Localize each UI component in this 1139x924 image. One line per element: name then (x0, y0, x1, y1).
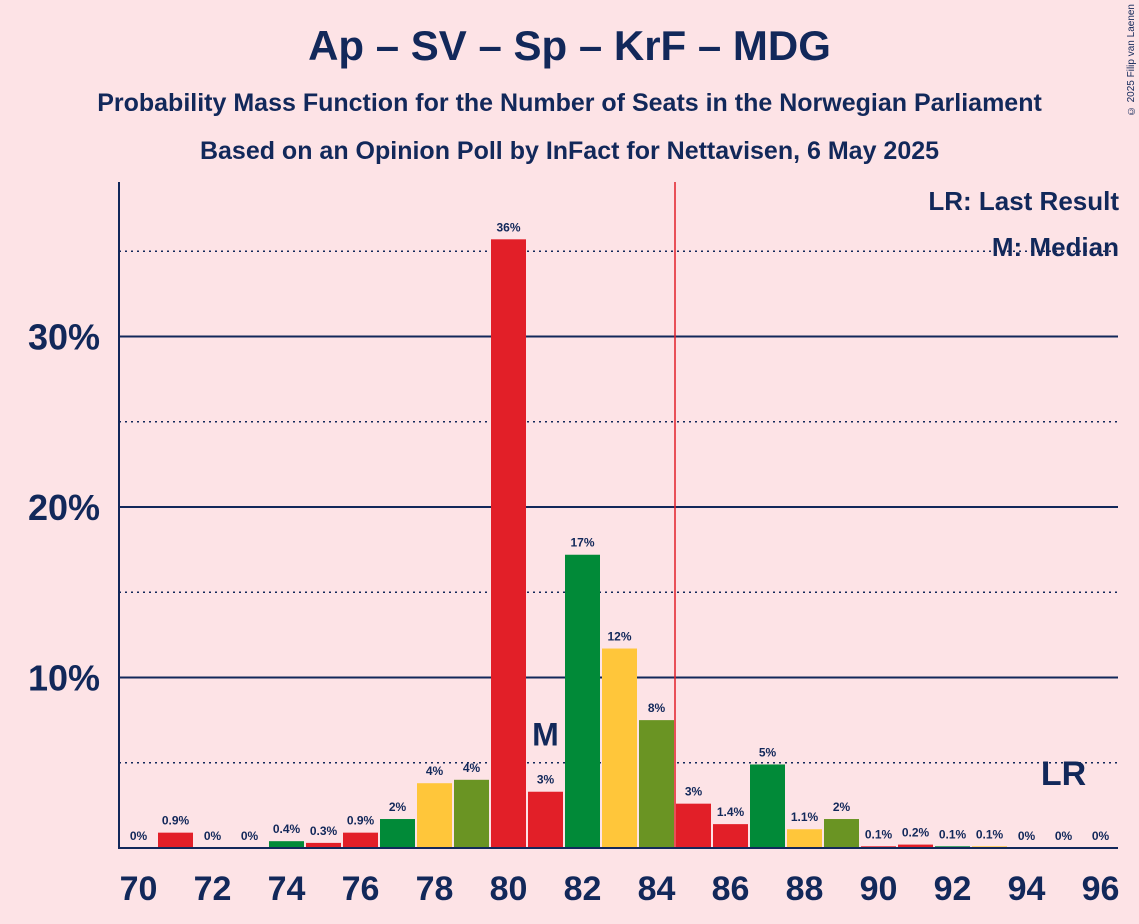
median-marker: M (532, 717, 559, 753)
legend-median: M: Median (991, 232, 1119, 262)
bar (639, 720, 674, 848)
bar (380, 819, 415, 848)
data-label: 17% (570, 536, 594, 550)
bar (750, 764, 785, 848)
data-label: 0.1% (865, 827, 893, 841)
x-tick-label: 70 (120, 870, 158, 908)
x-tick-label: 84 (638, 870, 676, 908)
bar (417, 783, 452, 848)
bar (454, 779, 489, 848)
bar (824, 819, 859, 848)
data-label: 0% (1018, 829, 1036, 843)
data-label: 0.1% (939, 827, 967, 841)
bar (343, 832, 378, 848)
data-label: 0% (241, 829, 259, 843)
x-tick-label: 78 (416, 870, 454, 908)
last-result-marker: LR (1041, 755, 1086, 793)
bar (676, 803, 711, 848)
data-label: 0% (1055, 829, 1073, 843)
data-label: 12% (607, 630, 631, 644)
data-label: 4% (463, 761, 481, 775)
x-tick-label: 96 (1082, 870, 1120, 908)
y-tick-label: 30% (28, 317, 100, 358)
data-label: 8% (648, 701, 666, 715)
bar (565, 554, 600, 848)
chart-title: Ap – SV – Sp – KrF – MDG (308, 22, 831, 69)
data-label: 2% (833, 800, 851, 814)
legend-last-result: LR: Last Result (928, 186, 1119, 216)
x-tick-label: 80 (490, 870, 528, 908)
data-label: 2% (389, 800, 407, 814)
data-label: 3% (685, 785, 703, 799)
x-tick-label: 82 (564, 870, 602, 908)
data-label: 0.1% (976, 827, 1004, 841)
y-tick-label: 10% (28, 658, 100, 699)
x-tick-label: 88 (786, 870, 824, 908)
data-label: 0.3% (310, 824, 338, 838)
bar (306, 842, 341, 848)
data-label: 0.9% (162, 814, 190, 828)
bar (713, 824, 748, 848)
x-tick-label: 74 (268, 870, 306, 908)
bar (787, 829, 822, 848)
x-tick-label: 94 (1008, 870, 1046, 908)
data-label: 1.4% (717, 805, 745, 819)
bar (269, 841, 304, 848)
x-tick-label: 92 (934, 870, 972, 908)
data-label: 0% (204, 829, 222, 843)
bar (602, 648, 637, 848)
chart-subtitle-2: Based on an Opinion Poll by InFact for N… (199, 137, 940, 165)
data-label: 3% (537, 773, 555, 787)
x-tick-label: 76 (342, 870, 380, 908)
data-label: 36% (496, 220, 520, 234)
data-label: 4% (426, 764, 444, 778)
data-label: 0.4% (273, 822, 301, 836)
chart-subtitle-1: Probability Mass Function for the Number… (97, 89, 1042, 117)
data-label: 0.9% (347, 814, 375, 828)
x-tick-label: 90 (860, 870, 898, 908)
x-tick-label: 86 (712, 870, 750, 908)
data-label: 1.1% (791, 810, 819, 824)
data-label: 5% (759, 745, 777, 759)
x-tick-label: 72 (194, 870, 232, 908)
y-tick-label: 20% (28, 487, 100, 528)
bar (158, 832, 193, 848)
data-label: 0.2% (902, 826, 930, 840)
bar (491, 239, 526, 848)
data-label: 0% (130, 829, 148, 843)
data-label: 0% (1092, 829, 1110, 843)
bar (528, 791, 563, 848)
bar (898, 844, 933, 848)
